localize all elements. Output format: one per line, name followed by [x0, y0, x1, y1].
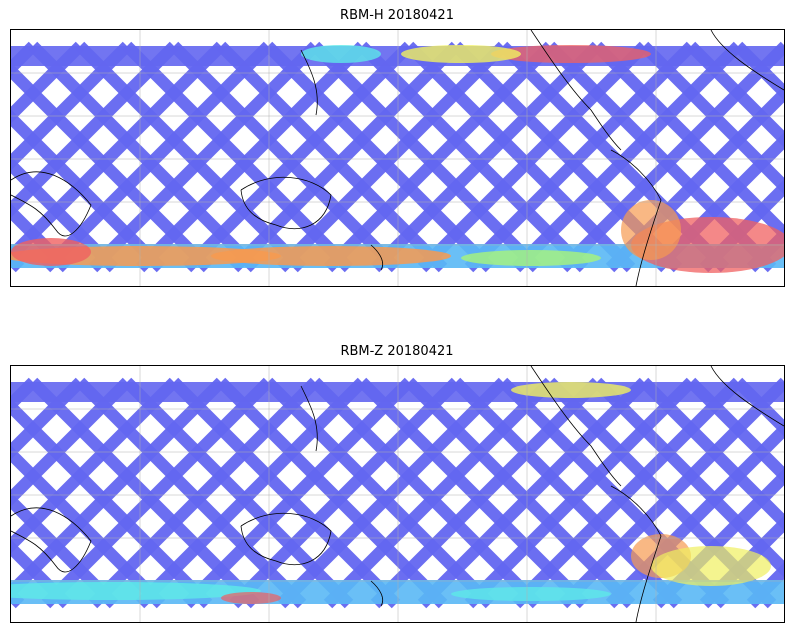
map-rbm-z — [10, 365, 785, 623]
satellite-swath — [11, 377, 226, 601]
satellite-swath — [686, 377, 784, 484]
north-band — [11, 46, 784, 66]
satellite-swath — [276, 41, 508, 273]
satellite-swath — [229, 41, 461, 273]
satellite-swath — [464, 41, 696, 273]
satellite-swath — [639, 377, 784, 531]
satellite-swath — [41, 377, 273, 609]
satellite-swath — [11, 41, 85, 124]
value-patch — [461, 250, 601, 266]
panel-title-rbm-z: RBM-Z 20180421 — [340, 344, 454, 359]
satellite-swath — [11, 41, 179, 218]
satellite-swath — [733, 377, 784, 437]
satellite-swath — [639, 41, 784, 195]
value-patch — [511, 382, 631, 398]
satellite-swath — [733, 41, 784, 101]
satellite-swath — [135, 377, 367, 609]
swath-layer — [11, 377, 784, 609]
gridlines — [11, 366, 784, 622]
satellite-swath — [88, 41, 320, 273]
value-patch — [451, 587, 611, 601]
satellite-swath — [182, 377, 414, 609]
satellite-swath — [11, 41, 132, 171]
satellite-swath — [323, 41, 555, 273]
north-band — [11, 382, 784, 402]
satellite-swath — [182, 41, 414, 273]
satellite-swath — [229, 377, 461, 609]
value-patch — [651, 546, 771, 586]
map-rbm-h — [10, 29, 785, 287]
satellite-swath — [417, 377, 649, 609]
satellite-swath — [323, 377, 555, 609]
satellite-swath — [11, 41, 226, 265]
satellite-swath — [464, 377, 696, 609]
satellite-swath — [88, 377, 320, 609]
value-patch — [11, 238, 91, 266]
value-patch — [491, 45, 651, 63]
panel-title-rbm-h: RBM-H 20180421 — [340, 8, 454, 23]
value-patch — [301, 45, 381, 63]
satellite-swath — [417, 41, 649, 273]
swath-map-rbm-h — [11, 30, 784, 286]
swath-layer — [11, 41, 784, 273]
gridlines — [11, 30, 784, 286]
satellite-swath — [135, 41, 367, 273]
satellite-swath — [11, 377, 85, 460]
swath-map-rbm-z — [11, 366, 784, 622]
satellite-swath — [558, 41, 784, 273]
satellite-swath — [41, 41, 273, 273]
value-patch — [401, 45, 521, 63]
satellite-swath — [11, 377, 132, 507]
value-patch — [211, 246, 451, 266]
satellite-swath — [276, 377, 508, 609]
satellite-swath — [11, 377, 179, 554]
coastlines — [11, 366, 784, 622]
value-patch — [11, 582, 261, 600]
satellite-swath — [686, 41, 784, 148]
satellite-swath — [511, 41, 743, 273]
satellite-swath — [558, 377, 784, 609]
coastlines — [11, 30, 784, 286]
satellite-swath — [370, 41, 602, 273]
satellite-swath — [511, 377, 743, 609]
satellite-swath — [370, 377, 602, 609]
value-patch — [221, 592, 281, 604]
